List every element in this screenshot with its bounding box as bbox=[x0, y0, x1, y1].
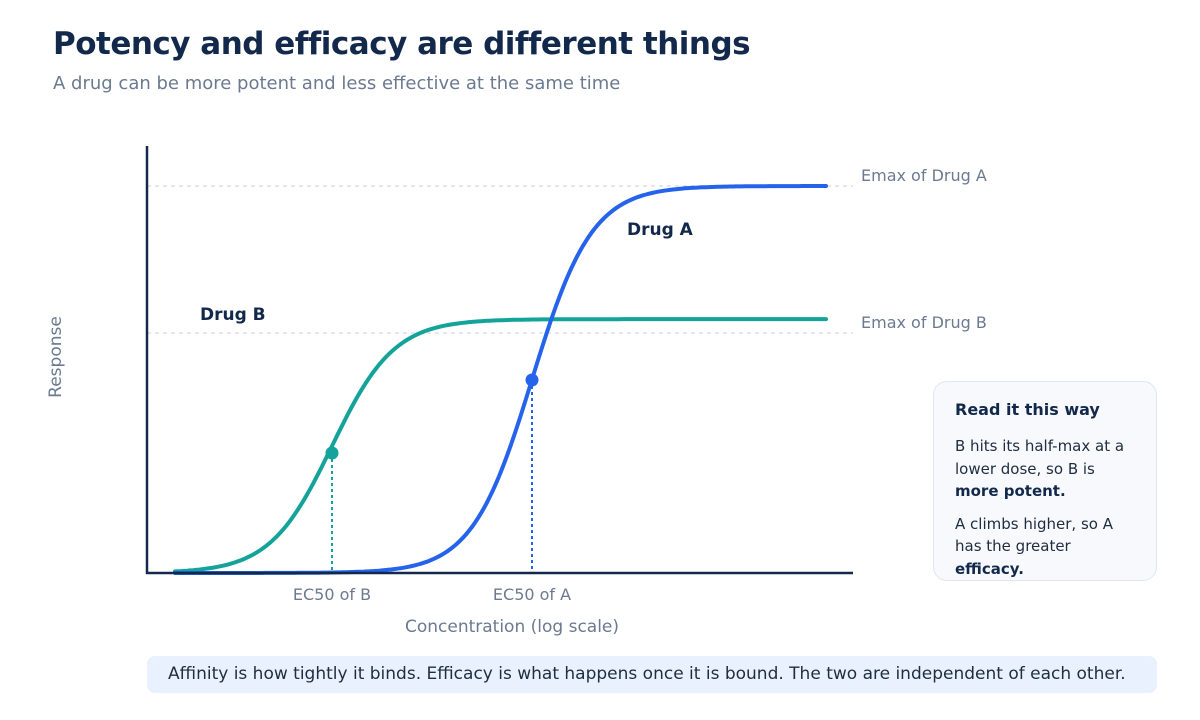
callout-potency-bold: more potent. bbox=[955, 482, 1066, 500]
emax-b-label: Emax of Drug B bbox=[861, 313, 987, 332]
drug-b-curve bbox=[173, 317, 828, 574]
callout-title: Read it this way bbox=[955, 400, 1100, 419]
y-axis-label: Response bbox=[46, 316, 66, 398]
ec50-b-point bbox=[325, 446, 339, 460]
drug-a-curve bbox=[173, 184, 828, 575]
callout-efficacy-body: A climbs higher, so A has the greater bbox=[955, 514, 1113, 556]
ec50-a-point bbox=[525, 373, 539, 387]
callout-potency-text: B hits its half-max at a lower dose, so … bbox=[955, 435, 1136, 503]
footer-note: Affinity is how tightly it binds. Effica… bbox=[147, 656, 1157, 693]
drug-a-label: Drug A bbox=[627, 220, 694, 240]
ec50-a-label: EC50 of A bbox=[493, 585, 571, 604]
chart-subtitle: A drug can be more potent and less effec… bbox=[53, 73, 621, 94]
x-axis-label: Concentration (log scale) bbox=[405, 617, 619, 637]
chart-title: Potency and efficacy are different thing… bbox=[53, 26, 751, 62]
callout-potency-body: B hits its half-max at a lower dose, so … bbox=[955, 437, 1125, 478]
read-it-this-way-card: Read it this way B hits its half-max at … bbox=[933, 381, 1157, 581]
drug-b-label: Drug B bbox=[200, 305, 266, 325]
ec50-b-label: EC50 of B bbox=[293, 585, 371, 604]
emax-a-label: Emax of Drug A bbox=[861, 166, 987, 185]
callout-efficacy-text: A climbs higher, so A has the greater ef… bbox=[955, 513, 1136, 581]
callout-efficacy-bold: efficacy. bbox=[955, 559, 1024, 578]
